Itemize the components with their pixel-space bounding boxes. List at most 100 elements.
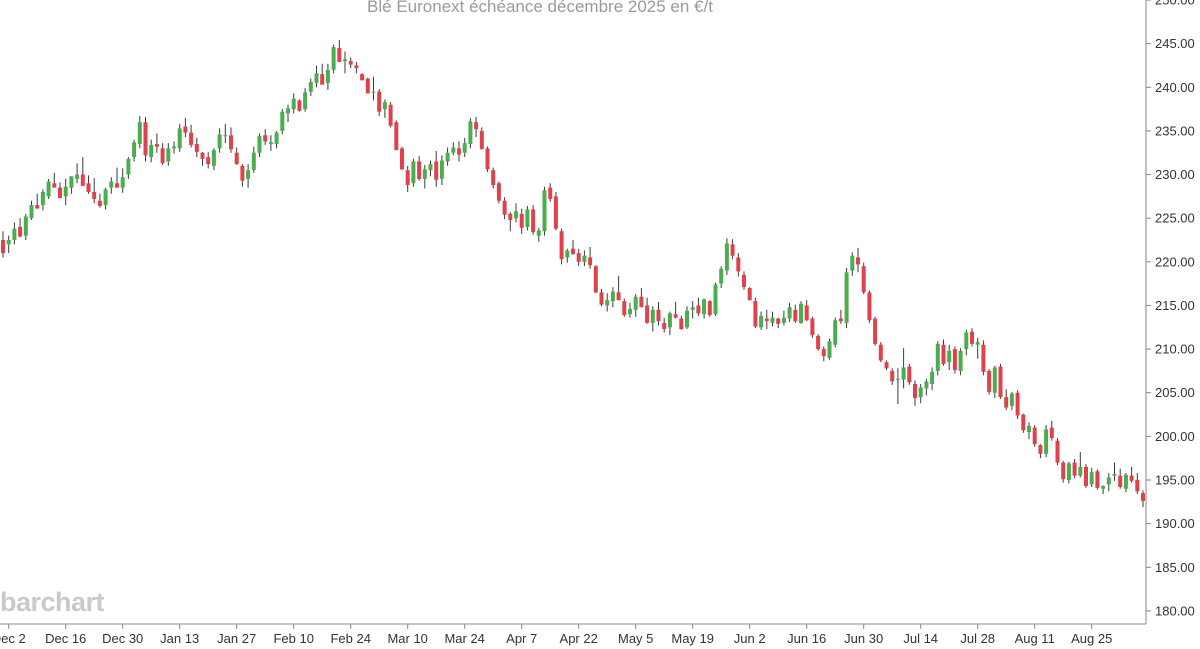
candle-body xyxy=(308,82,313,92)
candle xyxy=(742,271,746,290)
y-tick-label: 195.00 xyxy=(1155,473,1195,488)
candle xyxy=(913,380,917,406)
candle-body xyxy=(1061,462,1066,480)
candle-body xyxy=(331,47,336,70)
candle-body xyxy=(616,292,621,301)
x-tick-label: Mar 24 xyxy=(444,631,484,646)
candle-body xyxy=(525,209,530,227)
candle xyxy=(844,267,849,329)
candle xyxy=(536,227,541,242)
candle xyxy=(286,104,290,123)
candle-body xyxy=(1021,414,1026,431)
candle-body xyxy=(69,176,74,188)
candle xyxy=(724,238,729,275)
candle-body xyxy=(496,183,501,201)
candle-body xyxy=(451,147,456,153)
candle-body xyxy=(149,144,154,158)
candle-body xyxy=(799,303,803,323)
candle xyxy=(827,338,832,360)
candle xyxy=(502,197,507,220)
candle-body xyxy=(23,216,28,236)
candle xyxy=(1095,469,1100,490)
x-tick-label: Jun 30 xyxy=(844,631,883,646)
candle-body xyxy=(1044,429,1049,454)
candle xyxy=(172,141,176,154)
candle-body xyxy=(981,344,986,372)
candle xyxy=(166,143,171,166)
y-tick-label: 220.00 xyxy=(1155,254,1195,269)
candle-body xyxy=(838,318,843,322)
candle xyxy=(804,300,809,322)
candle xyxy=(970,328,974,347)
x-tick-label: Aug 25 xyxy=(1071,631,1112,646)
candle-body xyxy=(508,213,513,220)
candle-body xyxy=(724,243,729,271)
candle-body xyxy=(12,228,17,240)
candle xyxy=(23,213,28,240)
candle-body xyxy=(833,320,838,345)
candle xyxy=(616,275,621,301)
candle xyxy=(1004,389,1009,411)
candle xyxy=(833,317,838,348)
candle xyxy=(137,116,142,149)
candle xyxy=(331,44,336,74)
candle-body xyxy=(143,122,148,156)
candle xyxy=(200,151,205,166)
candle-body xyxy=(485,148,490,170)
candle xyxy=(890,368,895,385)
candle-body xyxy=(952,349,957,371)
y-tick-label: 215.00 xyxy=(1155,298,1195,313)
candle-body xyxy=(730,244,735,256)
candle-body xyxy=(1038,445,1043,454)
candle xyxy=(154,133,159,153)
candle xyxy=(776,317,781,329)
candle xyxy=(63,178,68,206)
candle-body xyxy=(764,318,769,322)
candle xyxy=(519,208,524,234)
candle-body xyxy=(1129,475,1134,481)
candle xyxy=(1101,485,1106,494)
candle-body xyxy=(240,165,245,181)
candle-body xyxy=(434,161,439,180)
candle xyxy=(1015,390,1020,419)
candle xyxy=(508,212,513,232)
y-axis: 250.00 245.00 240.00 235.00 230.00 225.00 220.… xyxy=(1146,0,1195,618)
candle-body xyxy=(559,231,564,260)
candle-body xyxy=(736,257,741,272)
candle-body xyxy=(268,142,273,144)
x-tick-label: Feb 24 xyxy=(330,631,370,646)
candle xyxy=(92,178,97,204)
candle-body xyxy=(1072,462,1077,476)
candle xyxy=(514,203,518,223)
candle xyxy=(559,228,564,265)
candle xyxy=(861,262,866,295)
candle xyxy=(223,123,228,144)
candle-series xyxy=(1,40,1145,508)
candle-body xyxy=(457,148,461,155)
candle xyxy=(952,346,957,374)
candle-body xyxy=(639,296,644,308)
candle-body xyxy=(154,144,159,147)
candle-body xyxy=(941,344,946,364)
x-tick-label: Apr 7 xyxy=(506,631,537,646)
candle xyxy=(120,168,125,193)
candle xyxy=(787,302,792,323)
candle-body xyxy=(251,152,256,171)
candle-body xyxy=(1141,493,1145,501)
candle xyxy=(58,182,62,199)
candle-body xyxy=(1101,486,1106,489)
candle xyxy=(132,139,137,162)
candle xyxy=(149,139,154,163)
candle xyxy=(1049,420,1054,441)
candle-body xyxy=(588,257,593,266)
candle-body xyxy=(1009,393,1014,406)
candle-body xyxy=(439,160,444,179)
candle-body xyxy=(200,152,205,159)
candle-body xyxy=(759,315,764,328)
candle xyxy=(1089,467,1094,487)
candle-body xyxy=(548,187,553,199)
candle-body xyxy=(576,253,581,262)
candle xyxy=(799,301,803,324)
candle-body xyxy=(793,309,798,322)
